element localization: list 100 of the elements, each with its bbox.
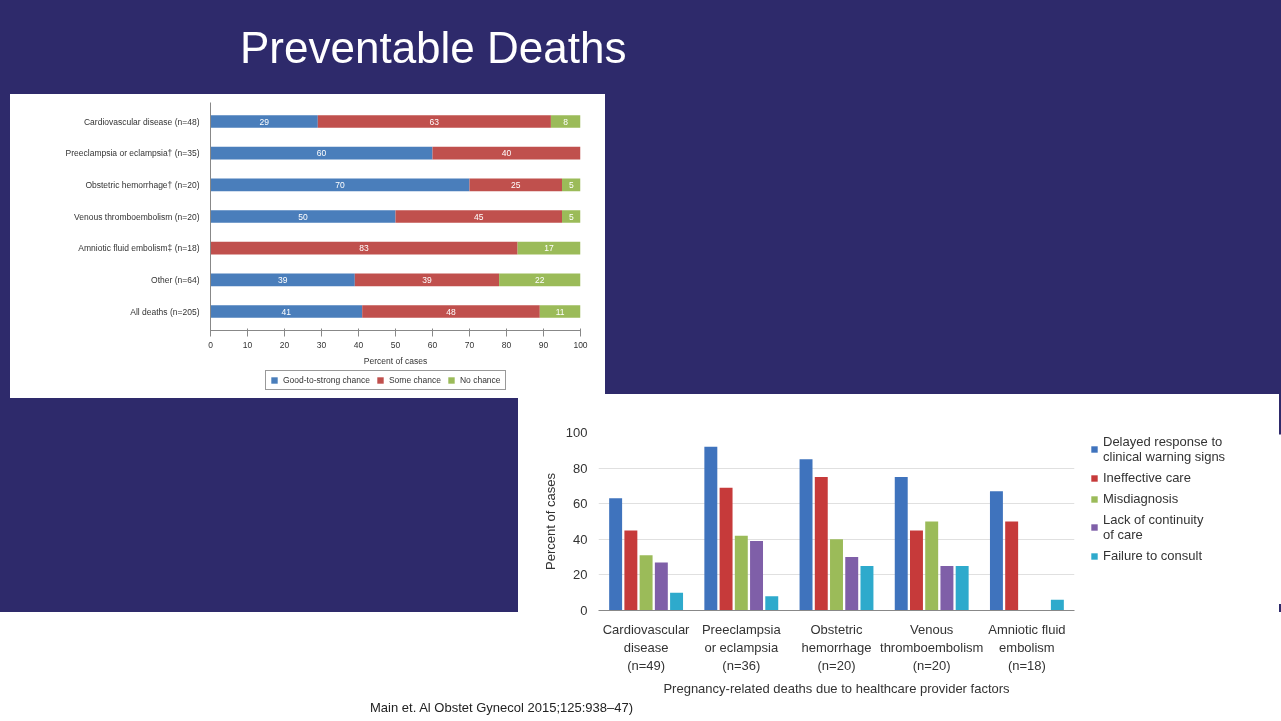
bar — [830, 539, 843, 611]
data-label: 22 — [535, 274, 545, 285]
y-tick-label: 80 — [573, 460, 588, 476]
bar — [432, 146, 581, 160]
x-tick-label: 10 — [242, 339, 253, 350]
y-tick-label: 100 — [565, 425, 588, 440]
bar — [894, 477, 908, 611]
bar — [210, 241, 518, 255]
bar — [940, 566, 954, 611]
bar — [210, 146, 433, 160]
x-tick-label: Amniotic fluid embolism (n=18) — [988, 621, 1066, 673]
y-tick-label: Cardiovascular disease (n=48) — [83, 116, 200, 127]
bar — [814, 477, 828, 611]
bar — [624, 530, 638, 611]
data-label: 17 — [544, 243, 555, 254]
y-axis-title: Percent of cases — [542, 472, 558, 570]
data-label: 70 — [335, 179, 345, 190]
x-tick-label: Venous thromboembolism (n=20) — [880, 621, 984, 673]
bar — [799, 459, 813, 611]
data-label: 25 — [511, 179, 521, 190]
bar — [909, 530, 923, 611]
data-label: 41 — [281, 306, 292, 317]
bar — [639, 555, 653, 611]
x-tick-label: 0 — [208, 339, 214, 350]
x-tick-label: 90 — [538, 339, 549, 350]
bar — [362, 305, 540, 318]
data-label: 63 — [429, 116, 440, 127]
bar — [210, 305, 363, 318]
text: Main et. Al Obstet Gynecol 2015;125:938–47) — [370, 700, 634, 715]
x-tick-label: 70 — [464, 339, 475, 350]
bar — [704, 446, 718, 611]
data-label: 11 — [555, 306, 565, 317]
x-tick-label: 80 — [501, 339, 512, 350]
legend-label: Good-to-strong chance — [283, 375, 370, 385]
legend-label: Delayed response to clinical warning signs — [1103, 434, 1226, 464]
bar — [845, 557, 859, 611]
bar — [750, 541, 764, 611]
bar — [765, 596, 779, 611]
bar — [860, 566, 874, 611]
data-label: 39 — [422, 274, 432, 285]
y-tick-label: 20 — [573, 567, 588, 583]
y-tick-label: Obstetric hemorrhage† (n=20) — [85, 179, 200, 190]
bar — [1005, 521, 1019, 611]
data-label: 39 — [277, 274, 288, 285]
bar — [210, 115, 318, 128]
y-tick-label: Amniotic fluid embolism‡ (n=18) — [78, 243, 200, 254]
y-tick-label: All deaths (n=205) — [130, 306, 200, 317]
data-label: 45 — [474, 211, 484, 222]
bar — [517, 241, 581, 255]
y-tick-label: Preeclampsia or eclampsia† (n=35) — [65, 148, 200, 159]
bar — [670, 592, 684, 611]
bar — [654, 562, 668, 611]
data-label: 29 — [259, 116, 270, 127]
data-label: 5 — [568, 179, 574, 190]
data-label: 5 — [568, 211, 574, 222]
legend-label: Some chance — [388, 375, 441, 385]
y-tick-label: 40 — [573, 531, 588, 547]
chart-title: Preventable Deaths — [240, 23, 627, 72]
data-label: 60 — [316, 148, 327, 159]
bar — [539, 305, 581, 318]
x-tick-label: Preeclampsia or eclampsia (n=36) — [701, 621, 782, 673]
bar — [317, 115, 551, 128]
data-label: 50 — [298, 211, 308, 222]
legend-label: Failure to consult — [1103, 548, 1202, 563]
x-tick-label: Cardiovascular disease (n=49) — [602, 621, 691, 673]
y-tick-label: Other (n=64) — [151, 274, 200, 285]
legend-label: Ineffective care — [1103, 470, 1191, 485]
data-label: 83 — [359, 243, 370, 254]
bar — [609, 498, 623, 611]
x-tick-label: 40 — [353, 339, 364, 350]
bar — [955, 566, 969, 611]
data-label: 48 — [446, 306, 456, 317]
bar — [550, 115, 581, 128]
legend-label: No chance — [459, 375, 501, 385]
bar — [925, 521, 939, 611]
bar — [469, 178, 562, 192]
x-tick-label: 30 — [316, 339, 327, 350]
x-tick-label: 20 — [279, 339, 290, 350]
y-tick-label: 60 — [573, 496, 588, 512]
x-tick-label: 50 — [390, 339, 401, 350]
y-tick-label: Venous thromboembolism (n=20) — [74, 211, 200, 222]
legend-label: Misdiagnosis — [1103, 491, 1179, 506]
x-axis-title: Pregnancy-related deaths due to healthcare provider factors — [663, 680, 1011, 696]
bar — [734, 535, 748, 611]
bar — [210, 210, 396, 223]
bar — [989, 491, 1003, 611]
y-tick-label: 0 — [580, 603, 588, 618]
bar — [719, 487, 733, 611]
bar — [1050, 599, 1064, 611]
data-label: 8 — [563, 116, 569, 127]
bar — [395, 210, 562, 223]
bar — [354, 273, 500, 287]
bar — [210, 273, 355, 287]
bar — [499, 273, 581, 287]
x-axis-title: Percent of cases — [363, 355, 428, 366]
legend-label: Lack of continuity of care — [1103, 512, 1204, 542]
data-label: 40 — [501, 148, 512, 159]
x-tick-label: 60 — [427, 339, 438, 350]
x-tick-label: Obstetric hemorrhage (n=20) — [801, 621, 872, 673]
bar — [210, 178, 470, 192]
